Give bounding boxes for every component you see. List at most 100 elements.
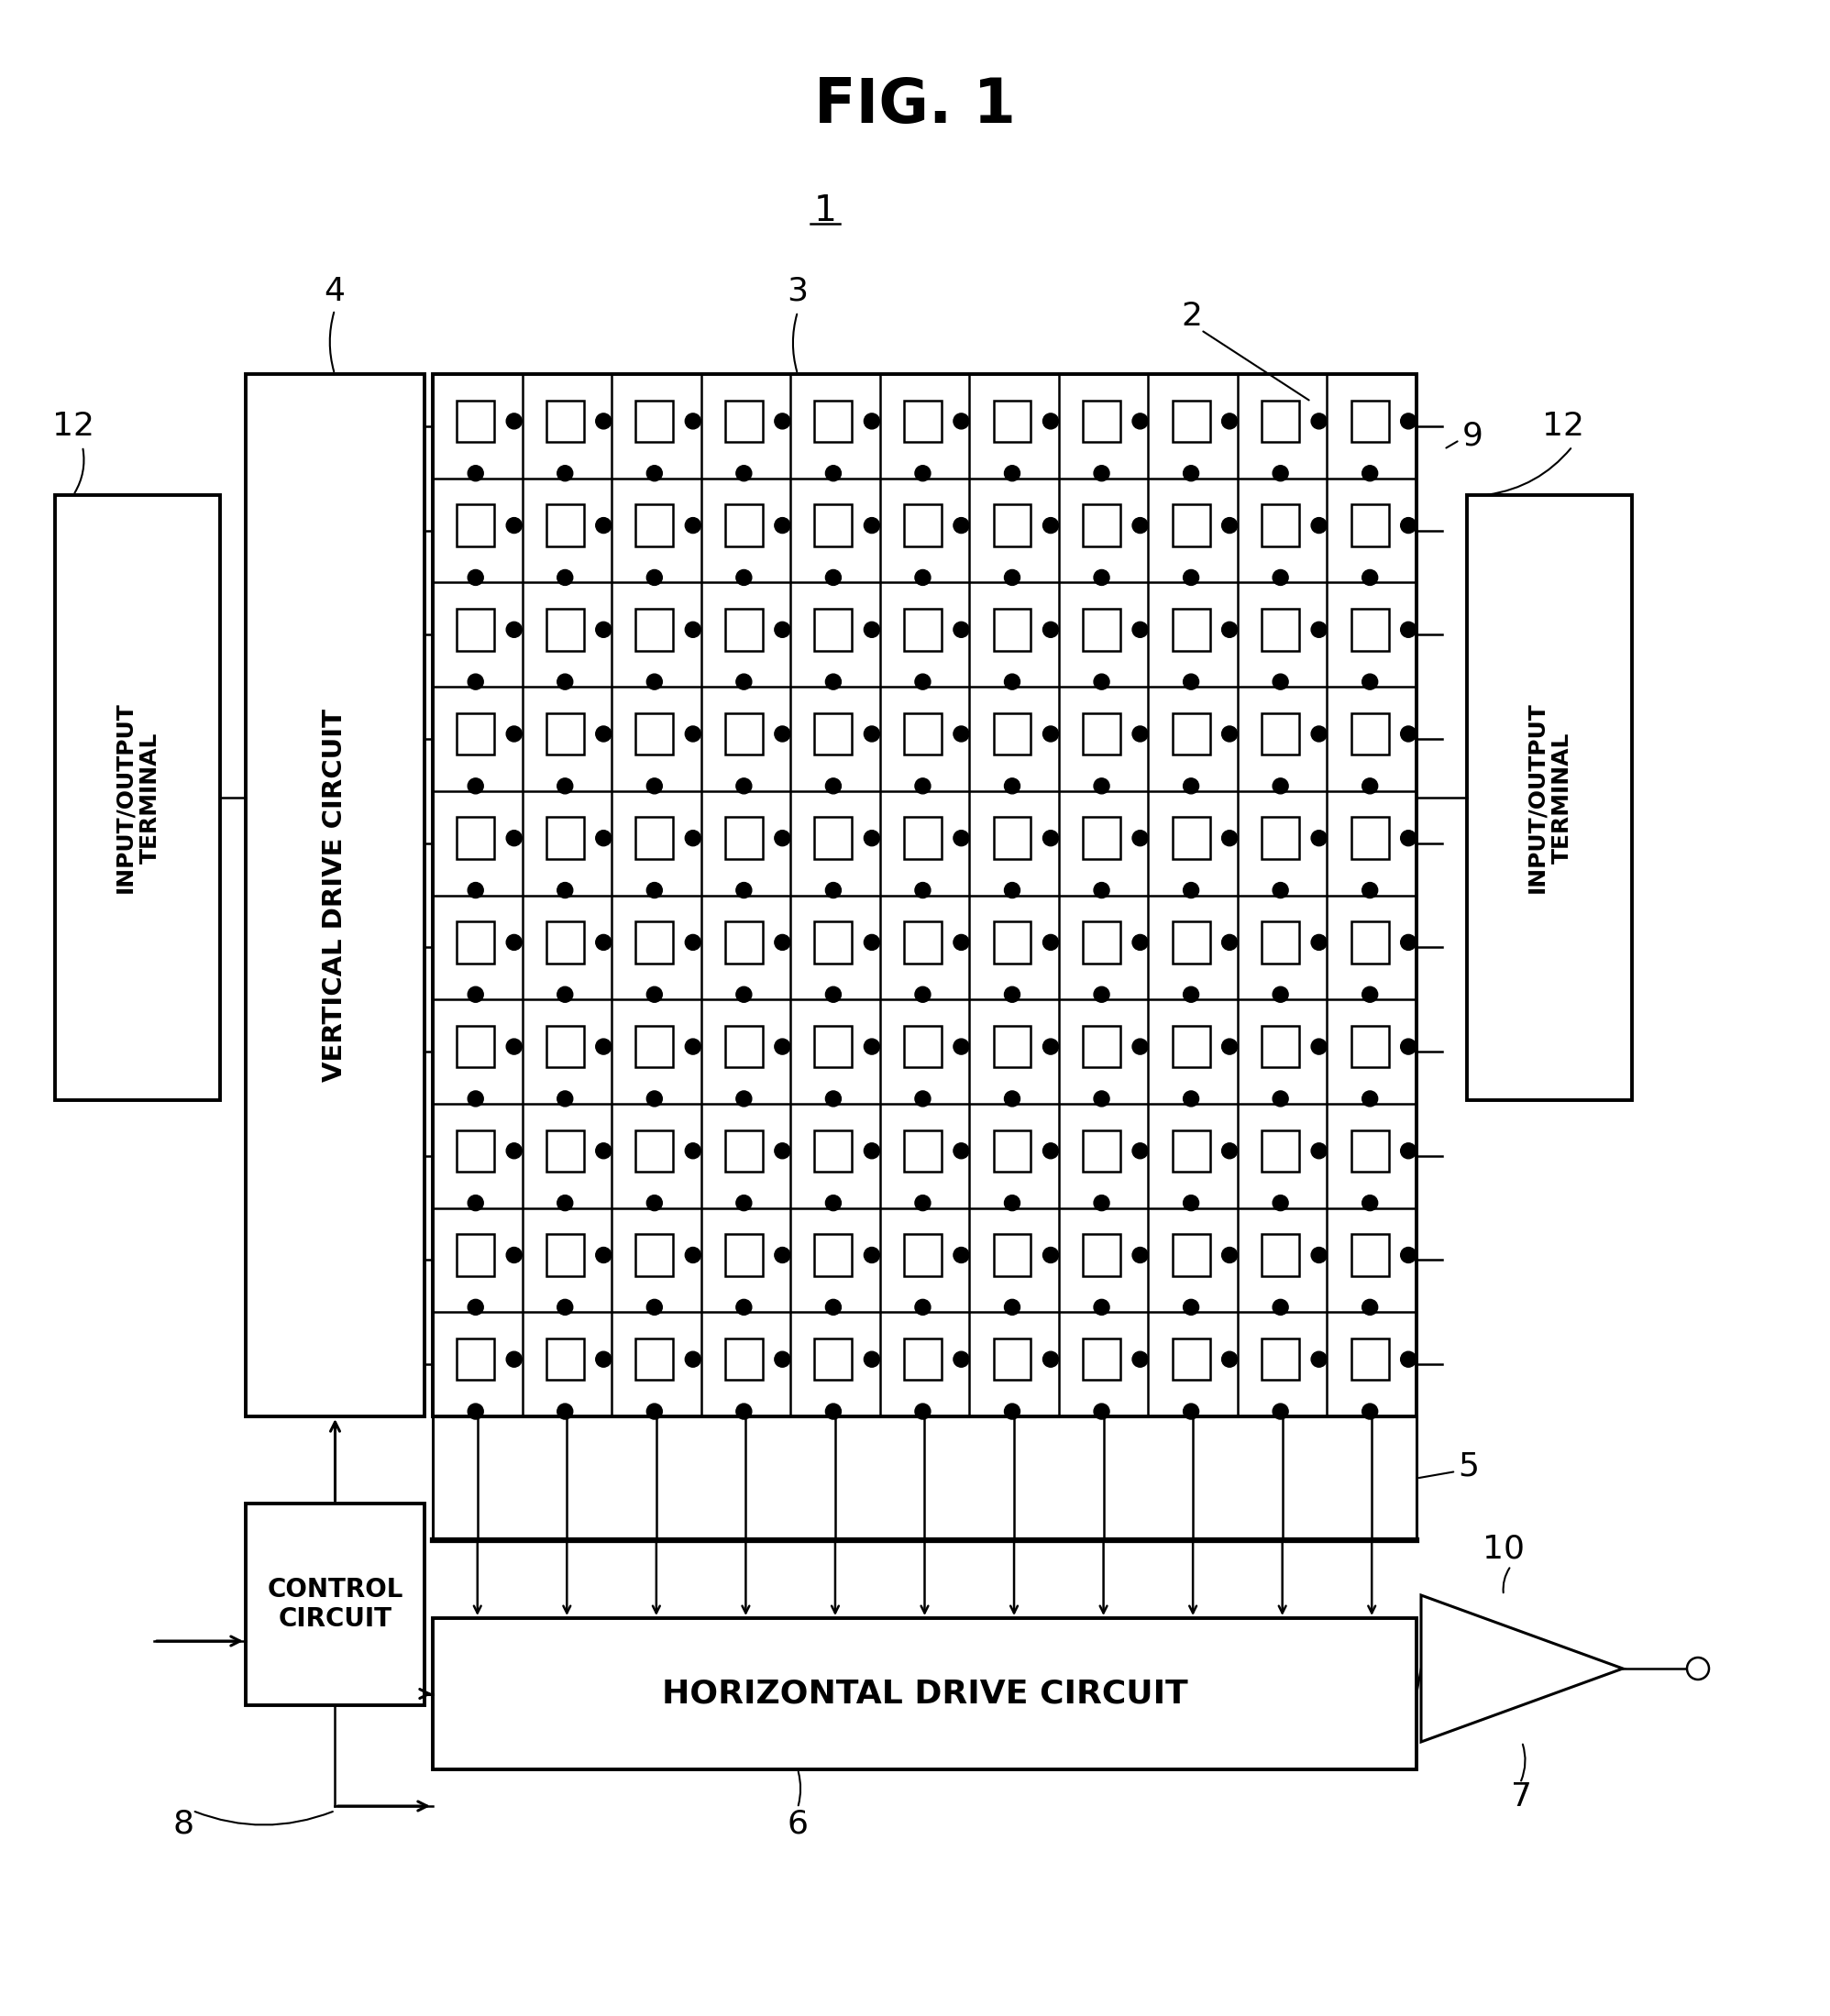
Circle shape [953, 1143, 970, 1159]
Circle shape [1005, 1091, 1019, 1107]
Circle shape [953, 1248, 970, 1262]
Circle shape [597, 726, 611, 742]
Circle shape [736, 883, 752, 897]
Bar [1083, 1131, 1120, 1171]
Bar [1351, 1026, 1389, 1066]
Circle shape [507, 413, 522, 429]
Circle shape [1222, 518, 1237, 532]
Circle shape [1687, 1657, 1709, 1679]
Bar [1083, 401, 1120, 442]
Circle shape [646, 883, 662, 897]
Bar [725, 1026, 763, 1066]
Bar [545, 1234, 584, 1276]
Circle shape [1310, 518, 1327, 532]
Circle shape [556, 986, 573, 1002]
Bar [458, 1131, 494, 1171]
Bar [994, 401, 1030, 442]
Circle shape [953, 518, 970, 532]
Circle shape [684, 726, 701, 742]
Circle shape [1094, 466, 1109, 482]
Circle shape [864, 726, 880, 742]
Circle shape [556, 883, 573, 897]
Circle shape [507, 935, 522, 950]
Circle shape [468, 571, 483, 585]
Circle shape [1133, 1248, 1147, 1262]
Circle shape [507, 518, 522, 532]
Circle shape [684, 1248, 701, 1262]
Circle shape [1222, 621, 1237, 637]
Circle shape [864, 1248, 880, 1262]
Bar [458, 714, 494, 754]
Circle shape [1043, 518, 1058, 532]
Circle shape [736, 1091, 752, 1107]
Bar [904, 921, 941, 964]
Bar [458, 921, 494, 964]
Bar [545, 401, 584, 442]
Circle shape [1043, 1248, 1058, 1262]
Bar [994, 1026, 1030, 1066]
Bar [1261, 504, 1299, 546]
Circle shape [468, 1091, 483, 1107]
Bar [635, 714, 673, 754]
Circle shape [507, 726, 522, 742]
Circle shape [1400, 1038, 1416, 1054]
Circle shape [915, 1091, 930, 1107]
Circle shape [1005, 1300, 1019, 1314]
Bar [994, 609, 1030, 651]
Bar [814, 401, 853, 442]
Text: 1: 1 [814, 194, 836, 228]
Circle shape [1184, 1403, 1199, 1419]
Bar [245, 1504, 425, 1706]
Bar [1261, 921, 1299, 964]
Bar [545, 1026, 584, 1066]
Circle shape [825, 466, 842, 482]
Circle shape [597, 831, 611, 847]
Bar [725, 816, 763, 859]
Bar [725, 1339, 763, 1381]
Bar [814, 816, 853, 859]
Circle shape [1094, 1091, 1109, 1107]
Circle shape [1184, 571, 1199, 585]
Circle shape [825, 673, 842, 689]
Circle shape [1094, 883, 1109, 897]
Circle shape [915, 571, 930, 585]
Bar [814, 921, 853, 964]
Circle shape [468, 778, 483, 794]
Bar [1261, 1131, 1299, 1171]
Circle shape [684, 413, 701, 429]
Circle shape [1133, 1351, 1147, 1367]
Text: INPUT/OUTPUT
TERMINAL: INPUT/OUTPUT TERMINAL [1526, 702, 1574, 893]
Bar [458, 1026, 494, 1066]
Bar [635, 401, 673, 442]
Text: 9: 9 [1462, 419, 1484, 452]
Circle shape [1005, 1403, 1019, 1419]
Bar [904, 1339, 941, 1381]
Bar [1261, 401, 1299, 442]
Circle shape [1310, 621, 1327, 637]
Circle shape [1222, 726, 1237, 742]
Circle shape [1400, 413, 1416, 429]
Bar [458, 504, 494, 546]
Circle shape [597, 1143, 611, 1159]
Circle shape [1184, 673, 1199, 689]
Circle shape [646, 571, 662, 585]
Circle shape [915, 673, 930, 689]
Circle shape [1362, 673, 1378, 689]
Circle shape [825, 571, 842, 585]
Circle shape [1133, 726, 1147, 742]
Bar [1173, 401, 1210, 442]
Circle shape [774, 1143, 791, 1159]
Circle shape [556, 673, 573, 689]
Circle shape [825, 1195, 842, 1212]
Circle shape [507, 1248, 522, 1262]
Bar [1468, 496, 1632, 1101]
Circle shape [1133, 1143, 1147, 1159]
Bar [635, 816, 673, 859]
Text: 12: 12 [53, 411, 95, 442]
Circle shape [1133, 935, 1147, 950]
Text: HORIZONTAL DRIVE CIRCUIT: HORIZONTAL DRIVE CIRCUIT [662, 1677, 1188, 1710]
Circle shape [774, 1351, 791, 1367]
Circle shape [1133, 413, 1147, 429]
Circle shape [556, 1091, 573, 1107]
Circle shape [1362, 1403, 1378, 1419]
